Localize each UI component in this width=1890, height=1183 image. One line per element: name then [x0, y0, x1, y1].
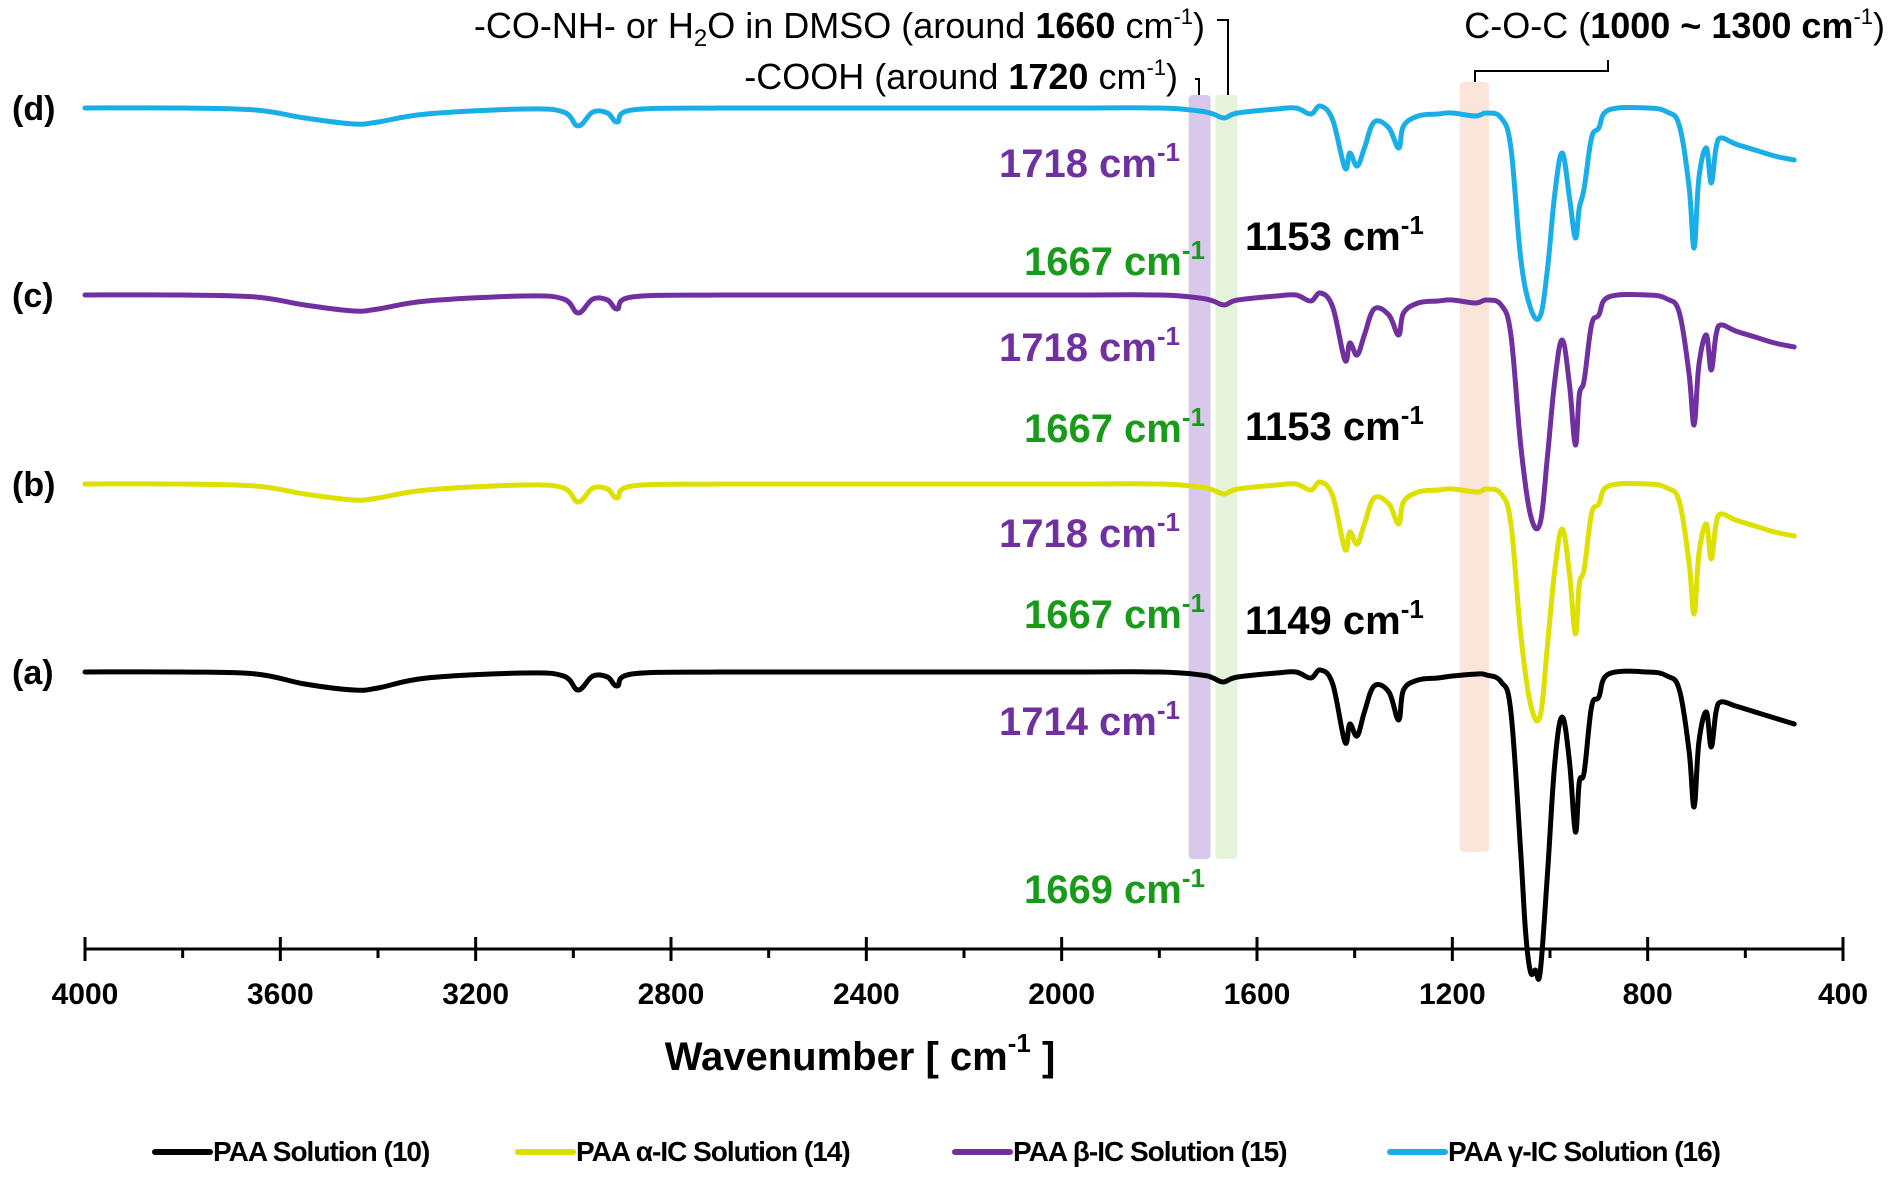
- series-line: [82, 479, 1797, 724]
- peak-label: 1718 cm-1: [999, 321, 1180, 370]
- peak-label: 1718 cm-1: [999, 507, 1180, 556]
- x-tick-label: 2400: [833, 978, 900, 1011]
- x-tick-label: 800: [1623, 978, 1673, 1011]
- annotation-cooh: -COOH (around 1720 cm-1): [744, 55, 1178, 97]
- trace-label: (c): [12, 277, 54, 315]
- legend-label: PAA γ-IC Solution (16): [1448, 1136, 1720, 1167]
- annotation-cooh-leader: [1195, 78, 1200, 95]
- legend-label: PAA α-IC Solution (14): [576, 1136, 850, 1167]
- series-line: [82, 667, 1797, 982]
- highlight-bands: [1188, 82, 1489, 859]
- trace-label: (d): [12, 90, 55, 128]
- x-tick-label: 1600: [1224, 978, 1291, 1011]
- annotation-coc-leader: [1474, 60, 1609, 82]
- legend-label: PAA Solution (10): [213, 1136, 429, 1167]
- peak-label: 1669 cm-1: [1024, 863, 1205, 912]
- annotation-coc: C-O-C (1000 ~ 1300 cm-1): [1464, 4, 1885, 46]
- x-axis-title: Wavenumber [ cm-1 ]: [665, 1028, 1056, 1079]
- x-axis: 4000 3600 3200 2800 2400 2000 1600 1200 800 400: [52, 937, 1868, 1011]
- peak-label: 1149 cm-1: [1245, 594, 1424, 643]
- peak-labels: 1718 cm-1 1667 cm-1 1153 cm-1 1718 cm-1 …: [999, 137, 1424, 912]
- annotation-conh-leader: [1217, 19, 1229, 95]
- peak-label: 1667 cm-1: [1024, 402, 1205, 451]
- legend-label: PAA β-IC Solution (15): [1013, 1136, 1287, 1167]
- series-line: [82, 103, 1797, 322]
- highlight-band: [1459, 82, 1489, 852]
- trace-labels: (d) (c) (b) (a): [12, 90, 55, 692]
- x-tick-label: 3600: [247, 978, 314, 1011]
- x-tick-label: 3200: [442, 978, 509, 1011]
- legend: PAA Solution (10) PAA α-IC Solution (14) P…: [152, 1136, 1721, 1167]
- peak-label: 1667 cm-1: [1024, 235, 1205, 284]
- peak-label: 1153 cm-1: [1245, 210, 1424, 259]
- x-tick-label: 2800: [638, 978, 705, 1011]
- x-tick-label: 1200: [1419, 978, 1486, 1011]
- x-tick-label: 400: [1818, 978, 1868, 1011]
- spectra-traces: [82, 103, 1797, 982]
- x-tick-label: 2000: [1028, 978, 1095, 1011]
- highlight-band: [1188, 95, 1211, 859]
- peak-label: 1153 cm-1: [1245, 400, 1424, 449]
- peak-label: 1714 cm-1: [999, 695, 1180, 744]
- trace-label: (b): [12, 466, 55, 504]
- series-line: [82, 290, 1797, 532]
- peak-label: 1667 cm-1: [1024, 588, 1205, 637]
- annotation-conh: -CO-NH- or H2O in DMSO (around 1660 cm-1…: [474, 4, 1205, 52]
- highlight-band: [1215, 95, 1238, 859]
- peak-label: 1718 cm-1: [999, 137, 1180, 186]
- trace-label: (a): [12, 654, 54, 692]
- x-tick-label: 4000: [52, 978, 119, 1011]
